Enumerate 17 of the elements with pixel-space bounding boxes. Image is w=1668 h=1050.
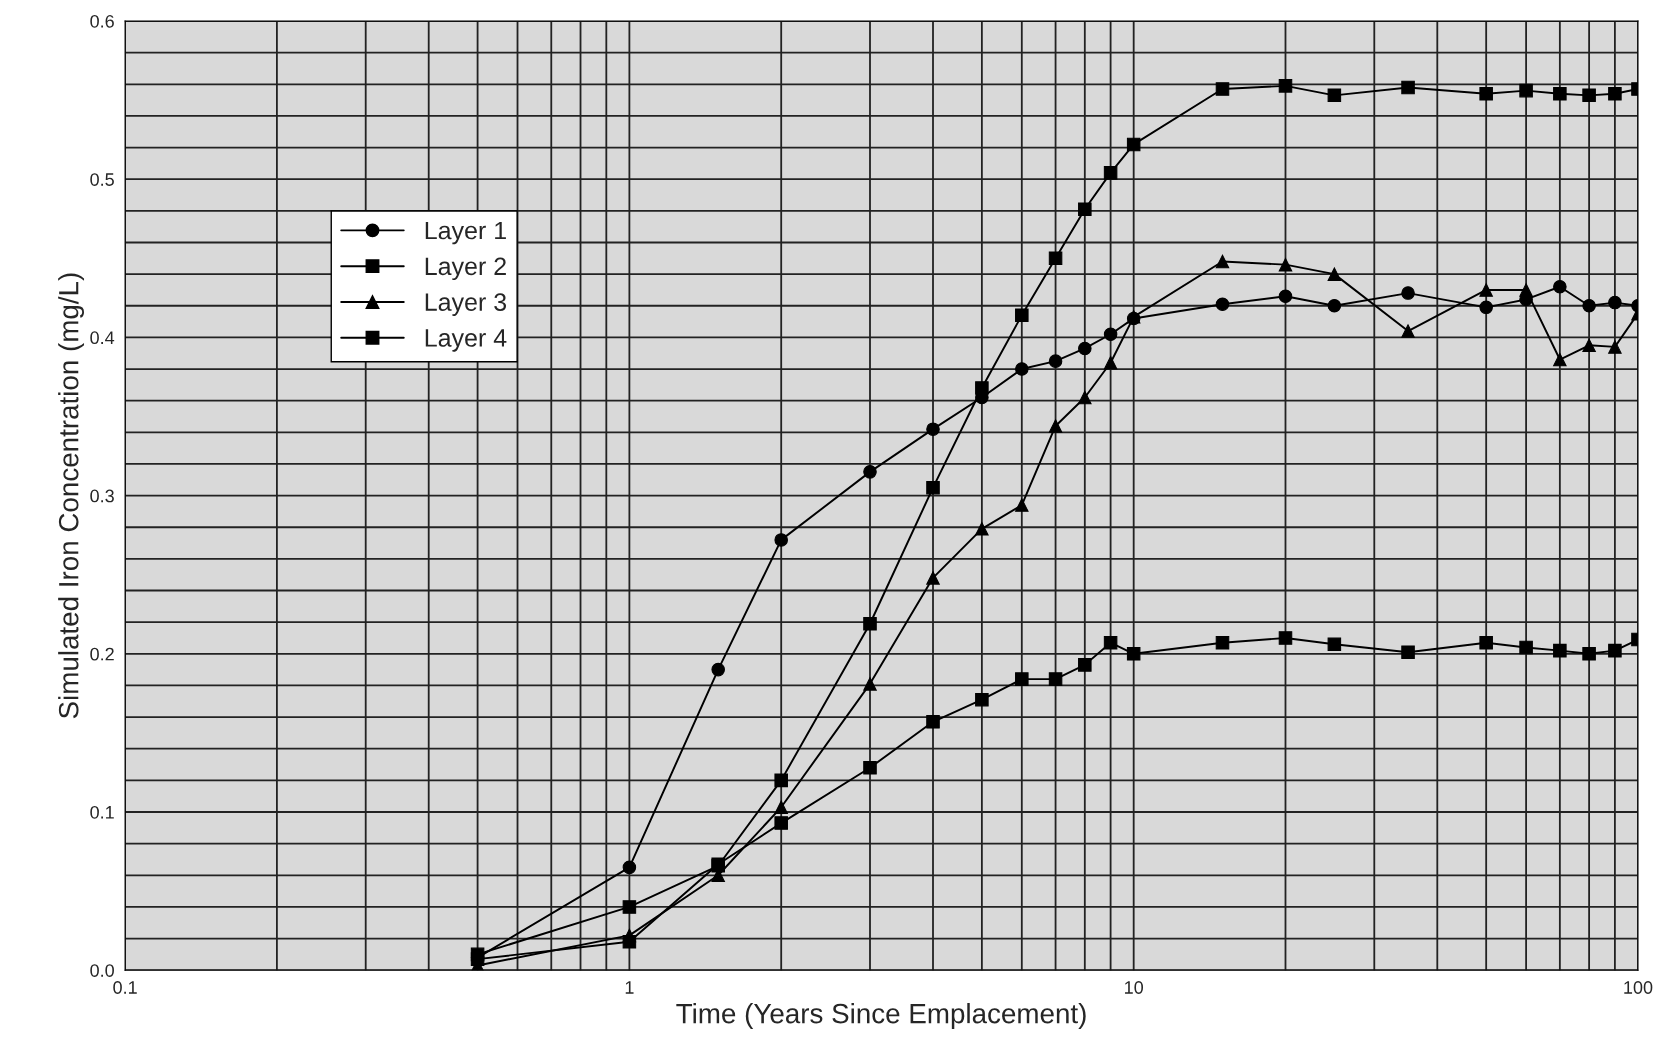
x-tick-label: 100 [1624,981,1653,994]
legend-label: Layer 2 [425,257,506,281]
y-tick-label: 0.6 [90,14,114,28]
y-tick-label: 0.4 [90,331,115,345]
x-axis-title: Time (Years Since Emplacement) [676,1003,1086,1029]
x-tick-label: 1 [625,981,634,994]
legend-label: Layer 3 [425,293,507,316]
y-tick-label: 0.3 [90,489,114,503]
x-tick-label: 0.1 [113,981,137,994]
y-tick-label: 0.2 [90,647,114,661]
y-tick-label: 0.5 [90,173,114,186]
y-tick-label: 0.0 [90,964,114,977]
legend-label: Layer 1 [425,221,506,245]
y-tick-label: 0.1 [90,805,114,819]
y-axis-title: Simulated Iron Concentration (mg/L) [58,273,85,719]
x-tick-label: 10 [1125,981,1144,994]
legend-label: Layer 4 [425,329,507,352]
